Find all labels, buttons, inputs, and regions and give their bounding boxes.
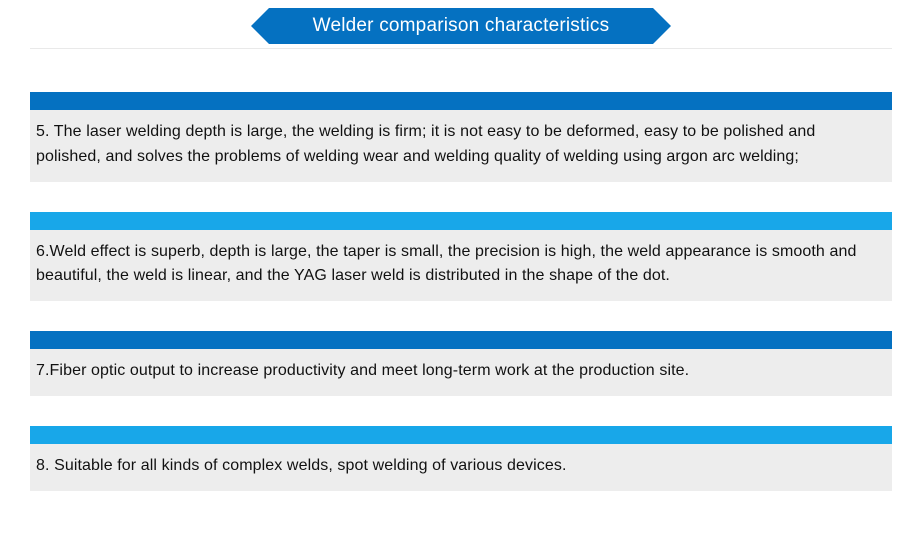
block-bar bbox=[30, 92, 892, 110]
block-text: 6.Weld effect is superb, depth is large,… bbox=[30, 230, 892, 302]
block-text: 7.Fiber optic output to increase product… bbox=[30, 349, 892, 396]
feature-block: 6.Weld effect is superb, depth is large,… bbox=[30, 212, 892, 302]
feature-block: 8. Suitable for all kinds of complex wel… bbox=[30, 426, 892, 491]
feature-block: 7.Fiber optic output to increase product… bbox=[30, 331, 892, 396]
title-banner: Welder comparison characteristics bbox=[251, 8, 671, 44]
block-bar bbox=[30, 426, 892, 444]
block-text: 8. Suitable for all kinds of complex wel… bbox=[30, 444, 892, 491]
block-text: 5. The laser welding depth is large, the… bbox=[30, 110, 892, 182]
block-bar bbox=[30, 331, 892, 349]
feature-block: 5. The laser welding depth is large, the… bbox=[30, 92, 892, 182]
divider-line bbox=[30, 48, 892, 49]
page-title: Welder comparison characteristics bbox=[251, 8, 671, 44]
block-bar bbox=[30, 212, 892, 230]
content-list: 5. The laser welding depth is large, the… bbox=[0, 92, 922, 491]
